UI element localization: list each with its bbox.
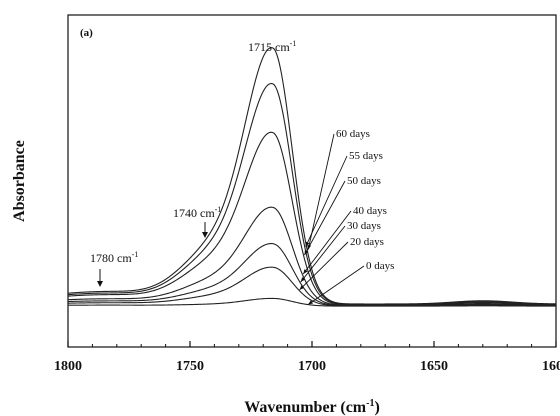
series-label-55-days: 55 days — [349, 150, 383, 162]
peak-annotation-1715: 1715 cm-1 — [248, 39, 296, 54]
label-arrow-40-days — [302, 210, 352, 275]
x-axis-title-main: Wavenumber (cm — [244, 399, 367, 416]
series-label-40-days: 40 days — [353, 205, 387, 217]
label-arrowhead-30-days — [300, 277, 306, 282]
label-arrowhead-55-days — [305, 241, 310, 247]
x-axis-title-end: ) — [374, 399, 379, 416]
peak-annotation-main: 1780 cm — [90, 251, 132, 265]
peak-annotation-main: 1740 cm — [173, 206, 215, 220]
series-labels-group: 60 days 55 days 50 days 40 days 30 days 20 da… — [336, 128, 394, 272]
series-line-50-days — [67, 131, 557, 306]
series-line-0-days — [67, 297, 556, 307]
series-label-60-days: 60 days — [336, 128, 370, 140]
spectra-group — [67, 47, 557, 307]
x-tick-label-1800: 1800 — [54, 359, 82, 374]
y-axis-title: Absorbance — [11, 140, 28, 222]
series-label-50-days: 50 days — [347, 175, 381, 187]
series-line-20-days — [67, 266, 557, 307]
label-arrows-group — [299, 133, 365, 305]
peak-annotation-sup: -1 — [215, 205, 222, 214]
peak-annotation-1788: 1780 cm-1 — [90, 250, 138, 265]
x-axis-title: Wavenumber (cm-1) — [244, 398, 380, 416]
peak-annotation-sup: -1 — [132, 250, 139, 259]
label-arrow-60-days — [307, 133, 335, 250]
series-line-40-days — [67, 206, 556, 306]
series-line-55-days — [67, 83, 557, 305]
x-tick-label-1650: 1650 — [420, 359, 448, 374]
series-line-60-days — [67, 47, 557, 305]
series-label-0-days: 0 days — [366, 260, 394, 272]
peak-arrowhead-1788 — [97, 281, 103, 287]
label-arrow-30-days — [300, 225, 346, 283]
series-label-30-days: 30 days — [347, 220, 381, 232]
peak-annotation-sup: -1 — [290, 39, 297, 48]
label-arrowhead-0-days — [308, 300, 314, 305]
x-tick-label-1750: 1750 — [176, 359, 204, 374]
peak-annotation-main: 1715 cm — [248, 40, 290, 54]
x-tick-label-1700: 1700 — [298, 359, 326, 374]
series-line-30-days — [67, 243, 557, 306]
x-axis-title-sup: -1 — [366, 398, 374, 409]
peak-annotation-1740: 1740 cm-1 — [173, 205, 221, 220]
label-arrowhead-20-days — [299, 285, 305, 290]
label-arrow-20-days — [299, 241, 349, 291]
label-arrowhead-50-days — [304, 250, 309, 255]
label-arrowhead-40-days — [303, 269, 308, 275]
x-tick-label-1600: 1600 — [542, 359, 560, 374]
series-label-20-days: 20 days — [350, 236, 384, 248]
peak-arrowhead-1740 — [202, 232, 208, 238]
panel-label: (a) — [80, 27, 93, 39]
label-arrow-0-days — [307, 265, 365, 305]
label-arrow-50-days — [304, 180, 346, 256]
x-ticks-group: 1800 1750 1700 1650 1600 — [54, 341, 560, 374]
label-arrow-55-days — [305, 155, 348, 247]
